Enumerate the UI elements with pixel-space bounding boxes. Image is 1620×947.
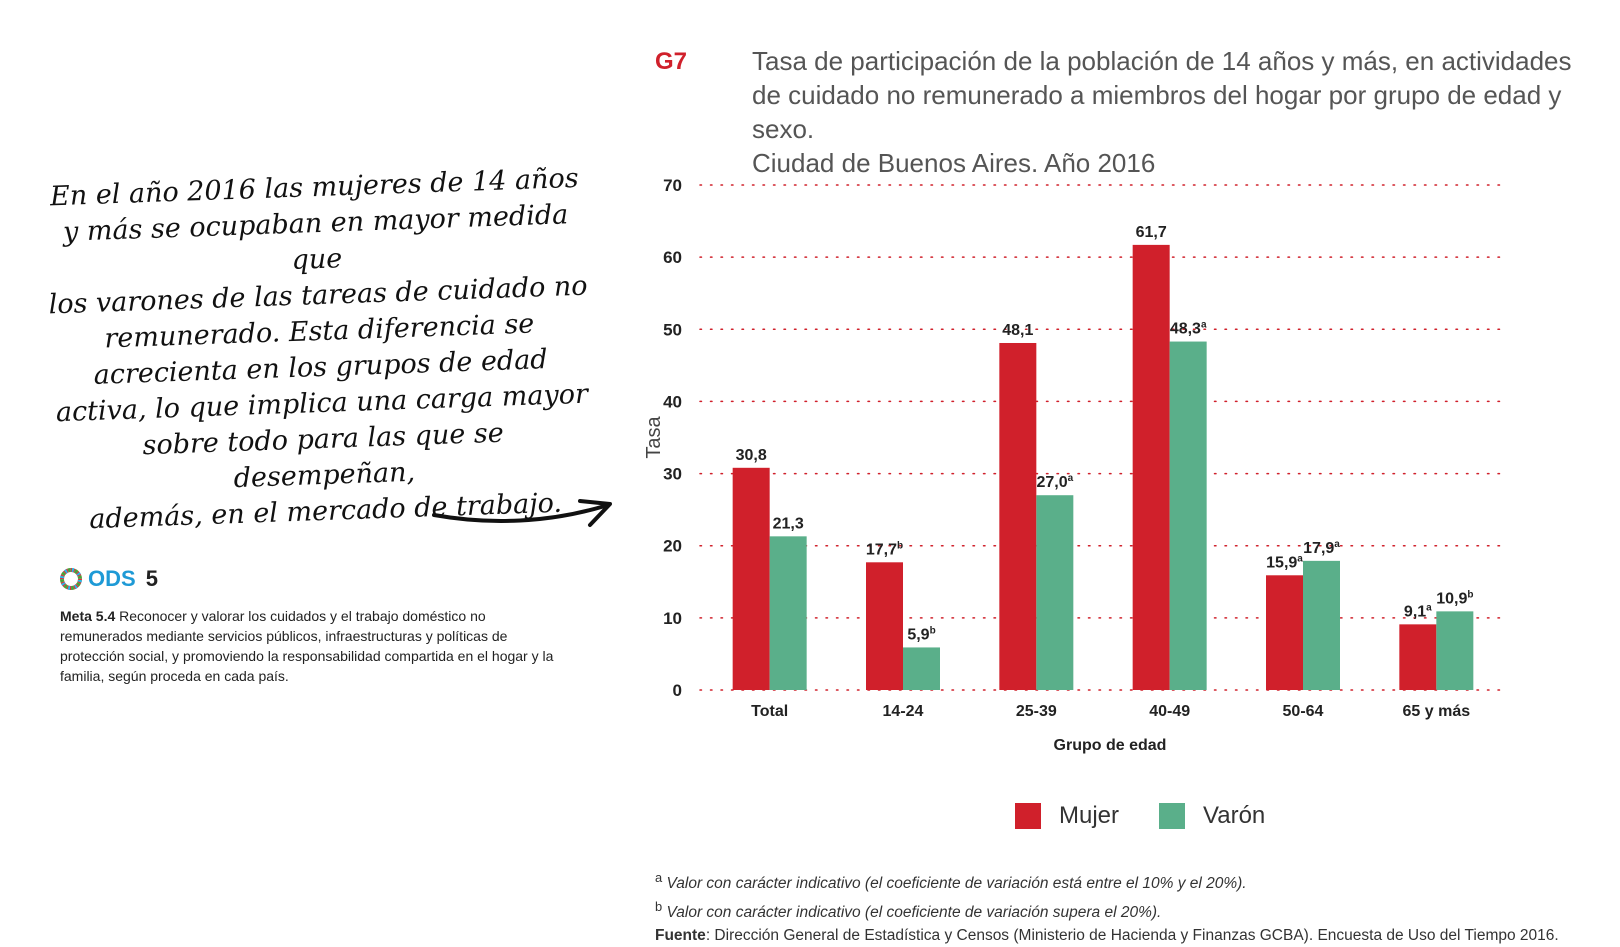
x-tick-label: 14-24 [883, 703, 924, 720]
ods-badge: ODS 5 [60, 566, 158, 592]
bar-varon [769, 536, 807, 690]
y-tick-label: 0 [673, 681, 682, 700]
y-tick-label: 70 [663, 176, 682, 195]
meta-text: Reconocer y valorar los cuidados y el tr… [60, 608, 554, 684]
data-label: 30,8 [736, 447, 767, 464]
legend-item-varon: Varón [1159, 802, 1265, 830]
data-label: 27,0a [1036, 473, 1073, 491]
y-tick-label: 60 [663, 248, 682, 267]
bar-mujer [999, 342, 1037, 690]
bar-mujer [1132, 244, 1170, 690]
source-note: Fuente: Dirección General de Estadística… [655, 924, 1615, 947]
figure-title-line: Ciudad de Buenos Aires. Año 2016 [752, 148, 1156, 178]
footnotes: a Valor con carácter indicativo (el coef… [655, 866, 1615, 947]
figure-code: G7 [655, 48, 688, 75]
bar-chart: 0 10 20 30 40 50 60 70 Tasa 30,8 21,3 Total 17,7b 5,9… [643, 176, 1501, 754]
legend-swatch-mujer [1015, 803, 1041, 829]
y-tick-label: 40 [663, 392, 682, 411]
data-label: 5,9b [907, 625, 935, 643]
bar-mujer [866, 562, 903, 690]
data-label: 15,9a [1266, 553, 1303, 571]
data-label: 48,1 [1002, 322, 1033, 339]
bar-varon [1036, 495, 1074, 690]
source-label: Fuente [655, 927, 706, 945]
x-tick-label: 25-39 [1016, 703, 1057, 720]
figure-title: Tasa de participación de la población de… [752, 44, 1602, 180]
bar-varon [903, 647, 940, 690]
meta-label: Meta 5.4 [60, 608, 116, 624]
y-tick-label: 10 [663, 609, 682, 628]
data-label: 17,9a [1303, 539, 1340, 557]
legend-label-mujer: Mujer [1059, 802, 1120, 829]
figure-title-line: Tasa de participación de la población de… [752, 46, 1572, 76]
data-label: 10,9b [1436, 589, 1473, 607]
figure-title-line: de cuidado no remunerado a miembros del … [752, 80, 1562, 144]
bar-mujer [732, 467, 770, 690]
source-text: : Dirección General de Estadística y Cen… [705, 927, 1559, 945]
data-label: 21,3 [773, 515, 804, 532]
footnote-b: b Valor con carácter indicativo (el coef… [655, 899, 1162, 922]
bar-varon [1436, 611, 1474, 690]
legend-swatch-varon [1159, 803, 1186, 829]
bar-varon [1303, 560, 1340, 690]
y-axis-title: Tasa [643, 416, 665, 459]
x-tick-label: 50-64 [1283, 703, 1324, 720]
data-label: 48,3a [1170, 320, 1207, 338]
y-tick-label: 20 [663, 537, 682, 556]
y-tick-label: 30 [663, 465, 682, 484]
meta-description: Meta 5.4 Reconocer y valorar los cuidado… [60, 606, 560, 686]
ods-number: 5 [145, 566, 158, 591]
y-tick-label: 50 [663, 320, 682, 339]
chart-legend: Mujer Varón [1015, 802, 1265, 830]
data-label: 9,1a [1404, 602, 1432, 620]
legend-item-mujer: Mujer [1015, 802, 1119, 830]
x-tick-label: 40-49 [1149, 703, 1190, 720]
legend-label-varon: Varón [1203, 802, 1266, 829]
footnote-a: a Valor con carácter indicativo (el coef… [655, 870, 1247, 893]
x-axis-title: Grupo de edad [1054, 737, 1167, 754]
bar-mujer [1266, 575, 1303, 690]
data-label: 61,7 [1136, 224, 1167, 241]
bar-varon [1169, 341, 1207, 690]
bar-mujer [1399, 624, 1437, 690]
callout-text: En el año 2016 las mujeres de 14 años y … [44, 161, 596, 540]
data-label: 17,7b [866, 540, 903, 558]
x-tick-label: 65 y más [1403, 703, 1471, 720]
sdg-wheel-icon [60, 568, 82, 590]
ods-label: ODS [88, 566, 136, 591]
x-tick-label: Total [751, 703, 788, 720]
arrow-right-icon [432, 499, 612, 527]
